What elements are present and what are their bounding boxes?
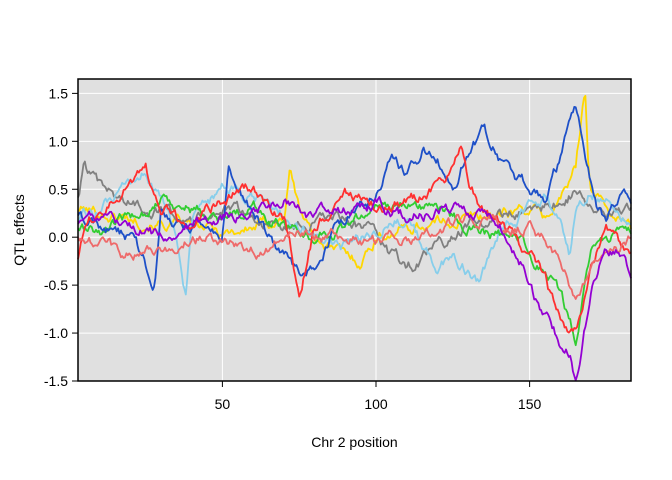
y-tick-label-5: 1.0: [49, 133, 69, 149]
series-line-6: [77, 145, 632, 334]
y-tick-label-0: -1.5: [44, 373, 68, 389]
x-tick-label-2: 150: [518, 396, 542, 412]
y-axis-ticks: -1.5 -1.0 -0.5 0.0 0.5 1.0 1.5: [44, 85, 78, 389]
series-line-7: [77, 213, 632, 300]
x-tick-label-1: 100: [364, 396, 388, 412]
series-layer: [77, 94, 632, 382]
series-line-4: [77, 193, 632, 347]
y-tick-label-3: 0.0: [49, 229, 69, 245]
series-line-8: [77, 196, 632, 382]
y-tick-label-4: 0.5: [49, 181, 69, 197]
y-tick-label-6: 1.5: [49, 85, 69, 101]
y-tick-label-1: -1.0: [44, 325, 68, 341]
series-line-5: [77, 106, 632, 291]
y-tick-label-2: -0.5: [44, 277, 68, 293]
x-axis-title: Chr 2 position: [311, 434, 397, 450]
plot-frame: [77, 78, 632, 382]
x-axis-ticks: 50 100 150: [215, 381, 542, 412]
y-axis-title: QTL effects: [11, 194, 27, 266]
x-tick-label-0: 50: [215, 396, 231, 412]
plot-background: [78, 79, 631, 381]
